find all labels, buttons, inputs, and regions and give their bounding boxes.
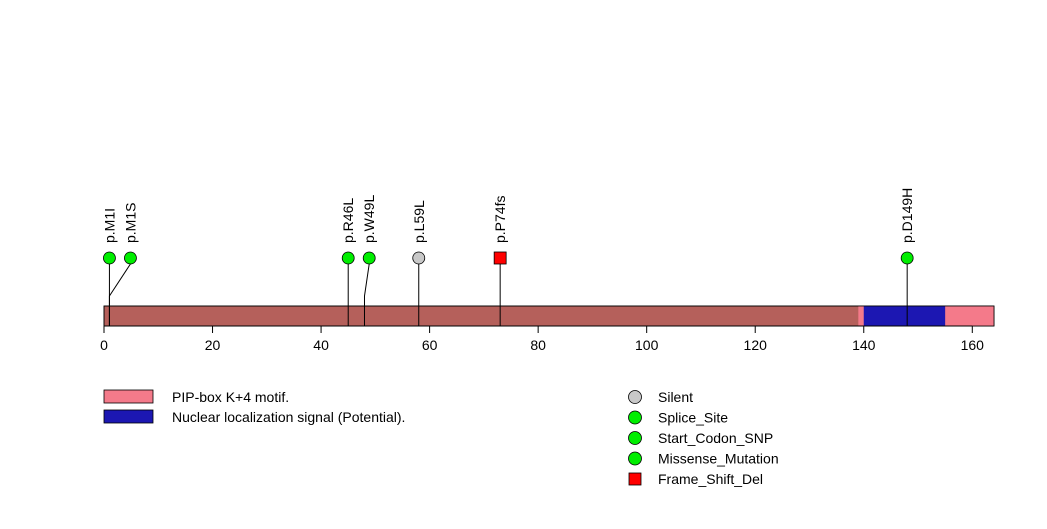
x-axis-tick-label: 0 xyxy=(100,337,108,353)
mutation-label: p.M1S xyxy=(122,203,138,243)
x-axis-tick-label: 100 xyxy=(635,337,659,353)
mutation-marker-p.M1I xyxy=(103,251,116,265)
mutation-marker-p.P74fs xyxy=(493,251,507,265)
mutation-marker-p.M1S xyxy=(124,251,137,265)
mutation-legend-label: Splice_Site xyxy=(658,410,728,426)
domain-segment-2 xyxy=(863,306,946,326)
mutation-legend-marker xyxy=(628,390,642,404)
x-axis-tick-label: 40 xyxy=(313,337,329,353)
mutation-label: p.D149H xyxy=(899,188,915,243)
mutation-legend-marker xyxy=(628,451,642,466)
domain-legend-swatch xyxy=(103,409,154,424)
mutation-marker-p.L59L xyxy=(412,251,426,265)
x-axis-tick-label: 120 xyxy=(744,337,768,353)
mutation-legend-marker xyxy=(628,410,642,425)
mutation-legend-label: Frame_Shift_Del xyxy=(658,471,763,487)
x-axis-tick-label: 160 xyxy=(961,337,985,353)
x-axis-tick-label: 20 xyxy=(205,337,221,353)
mutation-legend-label: Silent xyxy=(658,389,693,405)
mutation-marker-p.W49L xyxy=(362,251,376,265)
x-axis-tick-label: 80 xyxy=(530,337,546,353)
mutation-label: p.L59L xyxy=(411,200,427,243)
mutation-legend-marker xyxy=(628,472,642,486)
mutation-marker-p.D149H xyxy=(900,251,914,265)
mutation-label: p.M1I xyxy=(101,208,117,243)
mutation-label: p.P74fs xyxy=(492,196,508,243)
x-axis-tick-label: 60 xyxy=(422,337,438,353)
mutation-legend-label: Start_Codon_SNP xyxy=(658,430,773,446)
mutation-label: p.R46L xyxy=(340,198,356,243)
mutation-legend-marker xyxy=(628,431,642,445)
domain-legend-label: Nuclear localization signal (Potential). xyxy=(172,409,405,425)
mutation-marker-p.R46L xyxy=(341,251,355,265)
mutation-label: p.W49L xyxy=(361,195,377,243)
domain-legend-label: PIP-box K+4 motif. xyxy=(172,389,289,405)
mutation-legend-label: Missense_Mutation xyxy=(658,451,779,467)
domain-legend-swatch xyxy=(103,389,154,404)
x-axis-tick-label: 140 xyxy=(852,337,876,353)
